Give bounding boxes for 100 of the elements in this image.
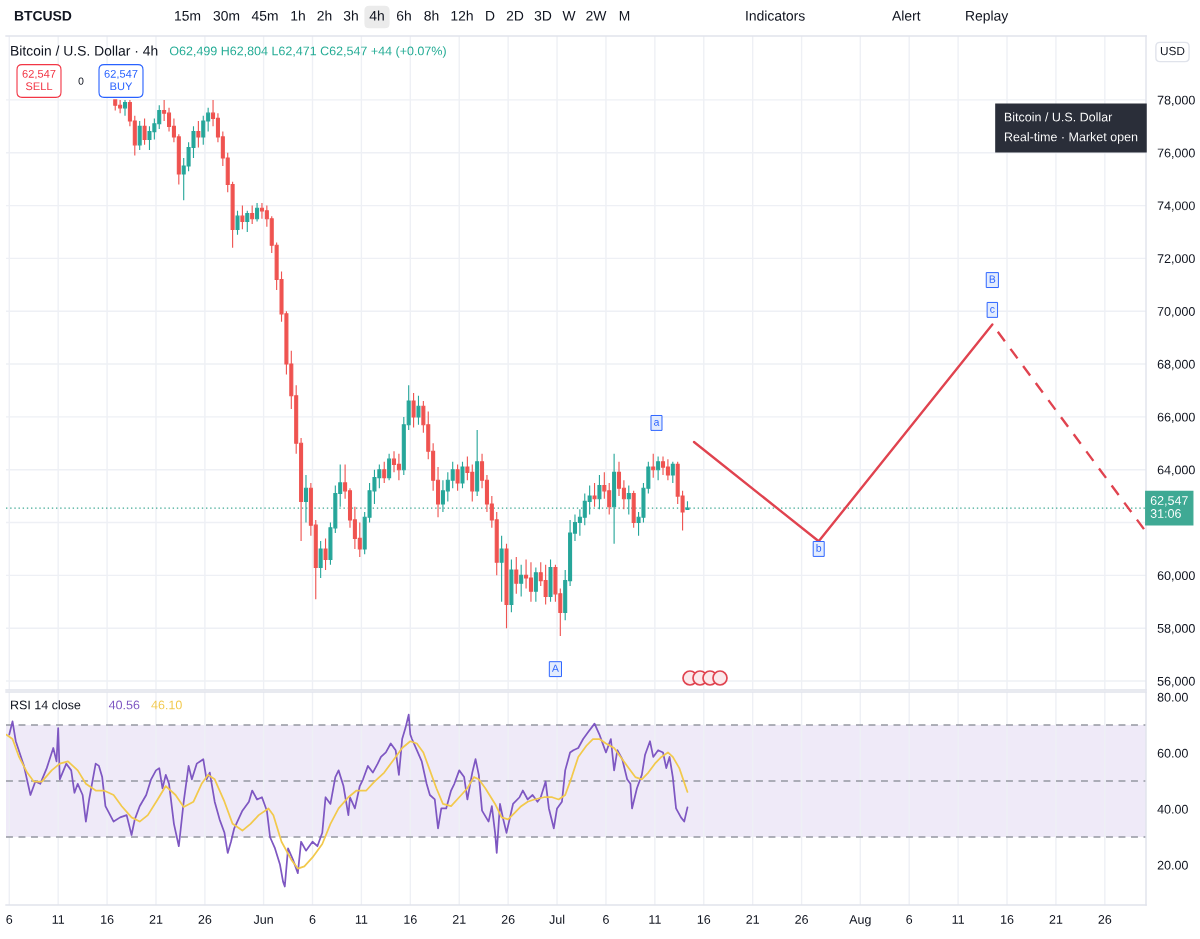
text: BTCUSD <box>14 10 72 21</box>
candlestick <box>245 210 250 233</box>
candlestick <box>519 564 524 598</box>
annotation: 62,547 SELL <box>22 69 56 91</box>
y-tick-label: 60.00 <box>1157 748 1188 758</box>
x-tick-label: Aug <box>849 915 871 927</box>
x-tick-label: 16 <box>404 915 417 924</box>
y-tick-label: 70,000 <box>1157 307 1195 318</box>
x-tick-label: 6 <box>6 915 13 924</box>
x-tick-label: 21 <box>746 915 760 924</box>
text: Alert <box>892 10 921 21</box>
x-tick-label: 6 <box>309 915 316 924</box>
x-tick-label: 16 <box>697 915 711 924</box>
candlestick <box>514 556 519 595</box>
text: 8h <box>424 10 439 21</box>
x-tick-label: 6 <box>906 915 913 924</box>
text: 3D <box>534 10 552 21</box>
x-tick-label: 26 <box>1098 915 1112 924</box>
candlestick <box>460 461 465 489</box>
text: 1h <box>291 10 305 21</box>
x-tick-label: 16 <box>101 915 114 924</box>
x-tick-label: 11 <box>952 915 964 924</box>
text: 4h <box>369 10 384 21</box>
text: W <box>562 11 576 21</box>
y-tick-label: 20.00 <box>1157 860 1188 870</box>
x-tick-label: 16 <box>1001 915 1014 924</box>
candlestick <box>665 458 670 481</box>
candlestick <box>255 202 260 222</box>
text: 30m <box>213 10 240 21</box>
ref-line-label: 62,547 31:06 <box>1150 496 1188 518</box>
candlestick <box>597 474 602 510</box>
text: Replay <box>966 10 1009 24</box>
text: 2W <box>586 10 607 21</box>
y-tick-label: 64,000 <box>1157 465 1195 476</box>
candlestick <box>612 453 617 545</box>
y-tick-label: 72,000 <box>1157 254 1195 265</box>
x-tick-label: 26 <box>795 915 808 924</box>
y-tick-label: 80.00 <box>1157 692 1188 702</box>
text: Indicators <box>746 10 805 21</box>
candlestick <box>475 429 480 497</box>
annotation: A <box>551 664 559 672</box>
candlestick <box>122 99 128 117</box>
text: 12h <box>451 10 473 21</box>
y-tick-label: 66,000 <box>1157 412 1195 424</box>
text: RSI 14 close <box>11 700 81 710</box>
annotation: B <box>989 275 996 283</box>
annotation: 0 <box>78 77 84 85</box>
candlestick <box>528 561 533 603</box>
x-tick-label: Jul <box>549 914 565 924</box>
text: Bitcoin / U.S. Dollar · 4h <box>11 45 158 56</box>
text: 2h <box>317 10 332 21</box>
annotation: 40.56 <box>108 700 140 710</box>
candlestick <box>235 210 240 236</box>
candlestick <box>318 540 323 579</box>
x-tick-label: 26 <box>198 915 212 924</box>
candlestick <box>670 461 675 484</box>
annotation: c <box>990 307 995 313</box>
y-tick-label: 74,000 <box>1157 201 1195 212</box>
annotation: b <box>816 544 822 552</box>
x-tick-label: 21 <box>452 915 466 924</box>
candlestick <box>240 205 245 230</box>
candlestick <box>543 564 548 605</box>
candlestick <box>651 453 656 479</box>
text: 2D <box>506 10 524 21</box>
candlestick <box>416 395 421 426</box>
x-tick-label: 26 <box>501 915 515 924</box>
candlestick <box>455 463 460 492</box>
y-tick-label: 68,000 <box>1157 359 1195 371</box>
y-tick-label: 76,000 <box>1157 148 1195 159</box>
candlestick <box>548 558 553 603</box>
candlestick <box>509 558 514 613</box>
y-tick-label: 60,000 <box>1157 571 1195 582</box>
x-tick-label: 11 <box>649 915 661 924</box>
candlestick <box>660 455 666 476</box>
candlestick <box>533 566 538 603</box>
x-tick-label: 6 <box>603 915 609 924</box>
candlestick <box>323 537 328 571</box>
y-tick-label: 40.00 <box>1157 804 1188 814</box>
x-tick-label: 21 <box>149 915 163 924</box>
x-tick-label: 11 <box>52 915 65 924</box>
candlestick <box>685 500 690 511</box>
y-tick-label: 78,000 <box>1157 95 1195 107</box>
text: USD <box>1160 46 1185 56</box>
x-tick-label: Jun <box>253 915 273 924</box>
text: 3h <box>343 10 358 21</box>
candlestick <box>504 543 509 629</box>
text: M <box>619 11 630 21</box>
annotation: 62,547 BUY <box>104 69 138 91</box>
candlestick <box>382 461 387 484</box>
text: 15m <box>175 11 201 21</box>
candlestick <box>396 453 401 481</box>
candlestick <box>142 117 147 146</box>
candlestick <box>113 99 118 112</box>
text: 45m <box>251 11 278 21</box>
candlestick <box>303 474 309 524</box>
text: D <box>486 11 495 21</box>
candlestick <box>592 482 597 508</box>
candlestick <box>411 392 416 429</box>
candlestick <box>656 455 661 481</box>
annotation: Bitcoin / U.S. Dollar Real-time · Market open <box>1004 112 1138 144</box>
